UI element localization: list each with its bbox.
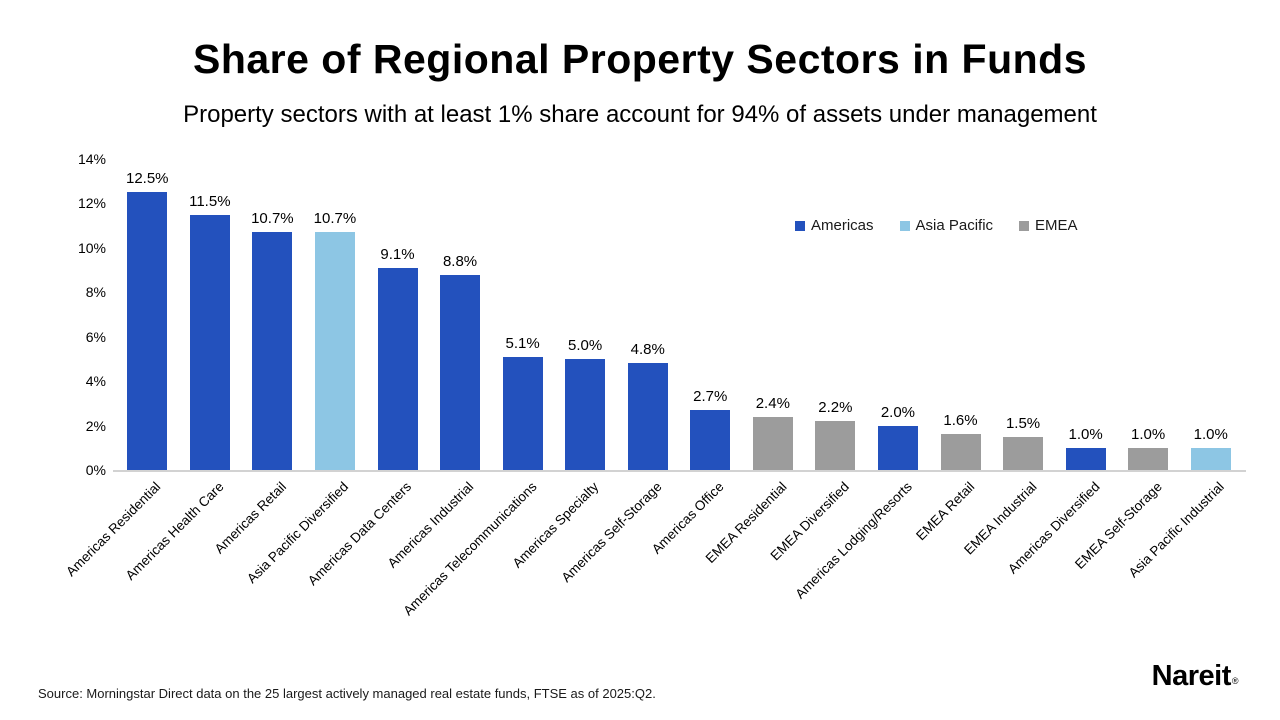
value-label-americas-office: 2.7% [693, 388, 728, 406]
y-axis-tick-2: 2% [85, 417, 106, 434]
value-label-emea-self-storage: 1.0% [1131, 425, 1166, 443]
bar-americas-telecommunications [502, 356, 543, 470]
value-label-americas-diversified: 1.0% [1068, 425, 1103, 443]
value-label-americas-telecommunications: 5.1% [505, 334, 540, 352]
chart-subtitle: Property sectors with at least 1% share … [183, 101, 1097, 128]
nareit-logo: Nareit ® [1151, 660, 1239, 693]
y-axis-tick-0: 0% [85, 462, 106, 478]
value-label-americas-industrial: 8.8% [442, 252, 478, 270]
legend-swatch-icon-asia-pacific [899, 220, 910, 231]
legend-item-emea: EMEA [1019, 217, 1078, 234]
bar-americas-self-storage [627, 363, 668, 470]
bar-asia-pacific-diversified [314, 232, 355, 470]
legend-item-americas: Americas [795, 217, 874, 234]
bar-americas-diversified [1065, 447, 1106, 470]
y-axis-tick-4: 4% [85, 373, 106, 390]
legend-item-asia-pacific: Asia Pacific [899, 217, 993, 234]
legend-swatch-icon-emea [1019, 220, 1030, 231]
chart-legend: Americas Asia Pacific EMEA [795, 217, 1078, 234]
y-axis-tick-12: 12% [77, 195, 106, 212]
bar-asia-pacific-industrial [1190, 447, 1231, 470]
value-label-asia-pacific-industrial: 1.0% [1193, 425, 1228, 443]
value-label-americas-self-storage: 4.8% [630, 341, 665, 359]
y-axis-tick-14: 14% [77, 151, 106, 167]
y-axis-tick-10: 10% [77, 239, 106, 256]
x-axis-label-americas-lodging-resorts: Americas Lodging/Resorts [791, 479, 915, 602]
x-axis-label-emea-retail: EMEA Retail [912, 479, 978, 544]
bar-americas-office [690, 410, 731, 470]
y-axis-tick-8: 8% [85, 284, 106, 301]
value-label-americas-residential: 12.5% [125, 170, 169, 188]
y-axis-tick-6: 6% [85, 328, 106, 345]
value-label-asia-pacific-diversified: 10.7% [313, 210, 357, 228]
bar-americas-industrial [440, 274, 481, 470]
value-label-americas-specialty: 5.0% [568, 336, 603, 354]
value-label-americas-lodging-resorts: 2.0% [880, 403, 916, 421]
bar-americas-data-centers [377, 267, 418, 470]
value-label-americas-data-centers: 9.1% [380, 245, 415, 263]
bar-americas-lodging-resorts [877, 425, 918, 470]
value-label-americas-retail: 10.7% [251, 210, 294, 228]
value-label-emea-residential: 2.4% [755, 394, 790, 412]
x-axis-label-asia-pacific-diversified: Asia Pacific Diversified [244, 479, 352, 587]
value-label-emea-retail: 1.6% [943, 412, 978, 430]
bar-americas-health-care [189, 214, 230, 470]
x-axis-label-americas-data-centers: Americas Data Centers [304, 479, 415, 589]
chart-title: Share of Regional Property Sectors in Fu… [192, 36, 1088, 82]
value-label-americas-health-care: 11.5% [189, 192, 231, 210]
bar-americas-specialty [565, 358, 606, 470]
x-axis-label-americas-telecommunications: Americas Telecommunications [399, 479, 540, 619]
bar-emea-diversified [815, 421, 856, 470]
bar-americas-residential [127, 192, 168, 470]
bar-emea-retail [940, 434, 981, 470]
value-label-emea-diversified: 2.2% [818, 399, 853, 417]
source-note: Source: Morningstar Direct data on the 2… [38, 686, 656, 701]
bar-americas-retail [252, 232, 293, 470]
bar-emea-residential [752, 416, 793, 470]
nareit-logo-text: Nareit [1151, 660, 1232, 692]
value-label-emea-industrial: 1.5% [1005, 414, 1041, 432]
bar-emea-industrial [1003, 436, 1044, 470]
x-axis-line [113, 470, 1246, 472]
legend-swatch-icon-americas [795, 220, 805, 231]
registered-trademark-icon: ® [1231, 675, 1239, 686]
bar-emea-self-storage [1128, 447, 1169, 470]
